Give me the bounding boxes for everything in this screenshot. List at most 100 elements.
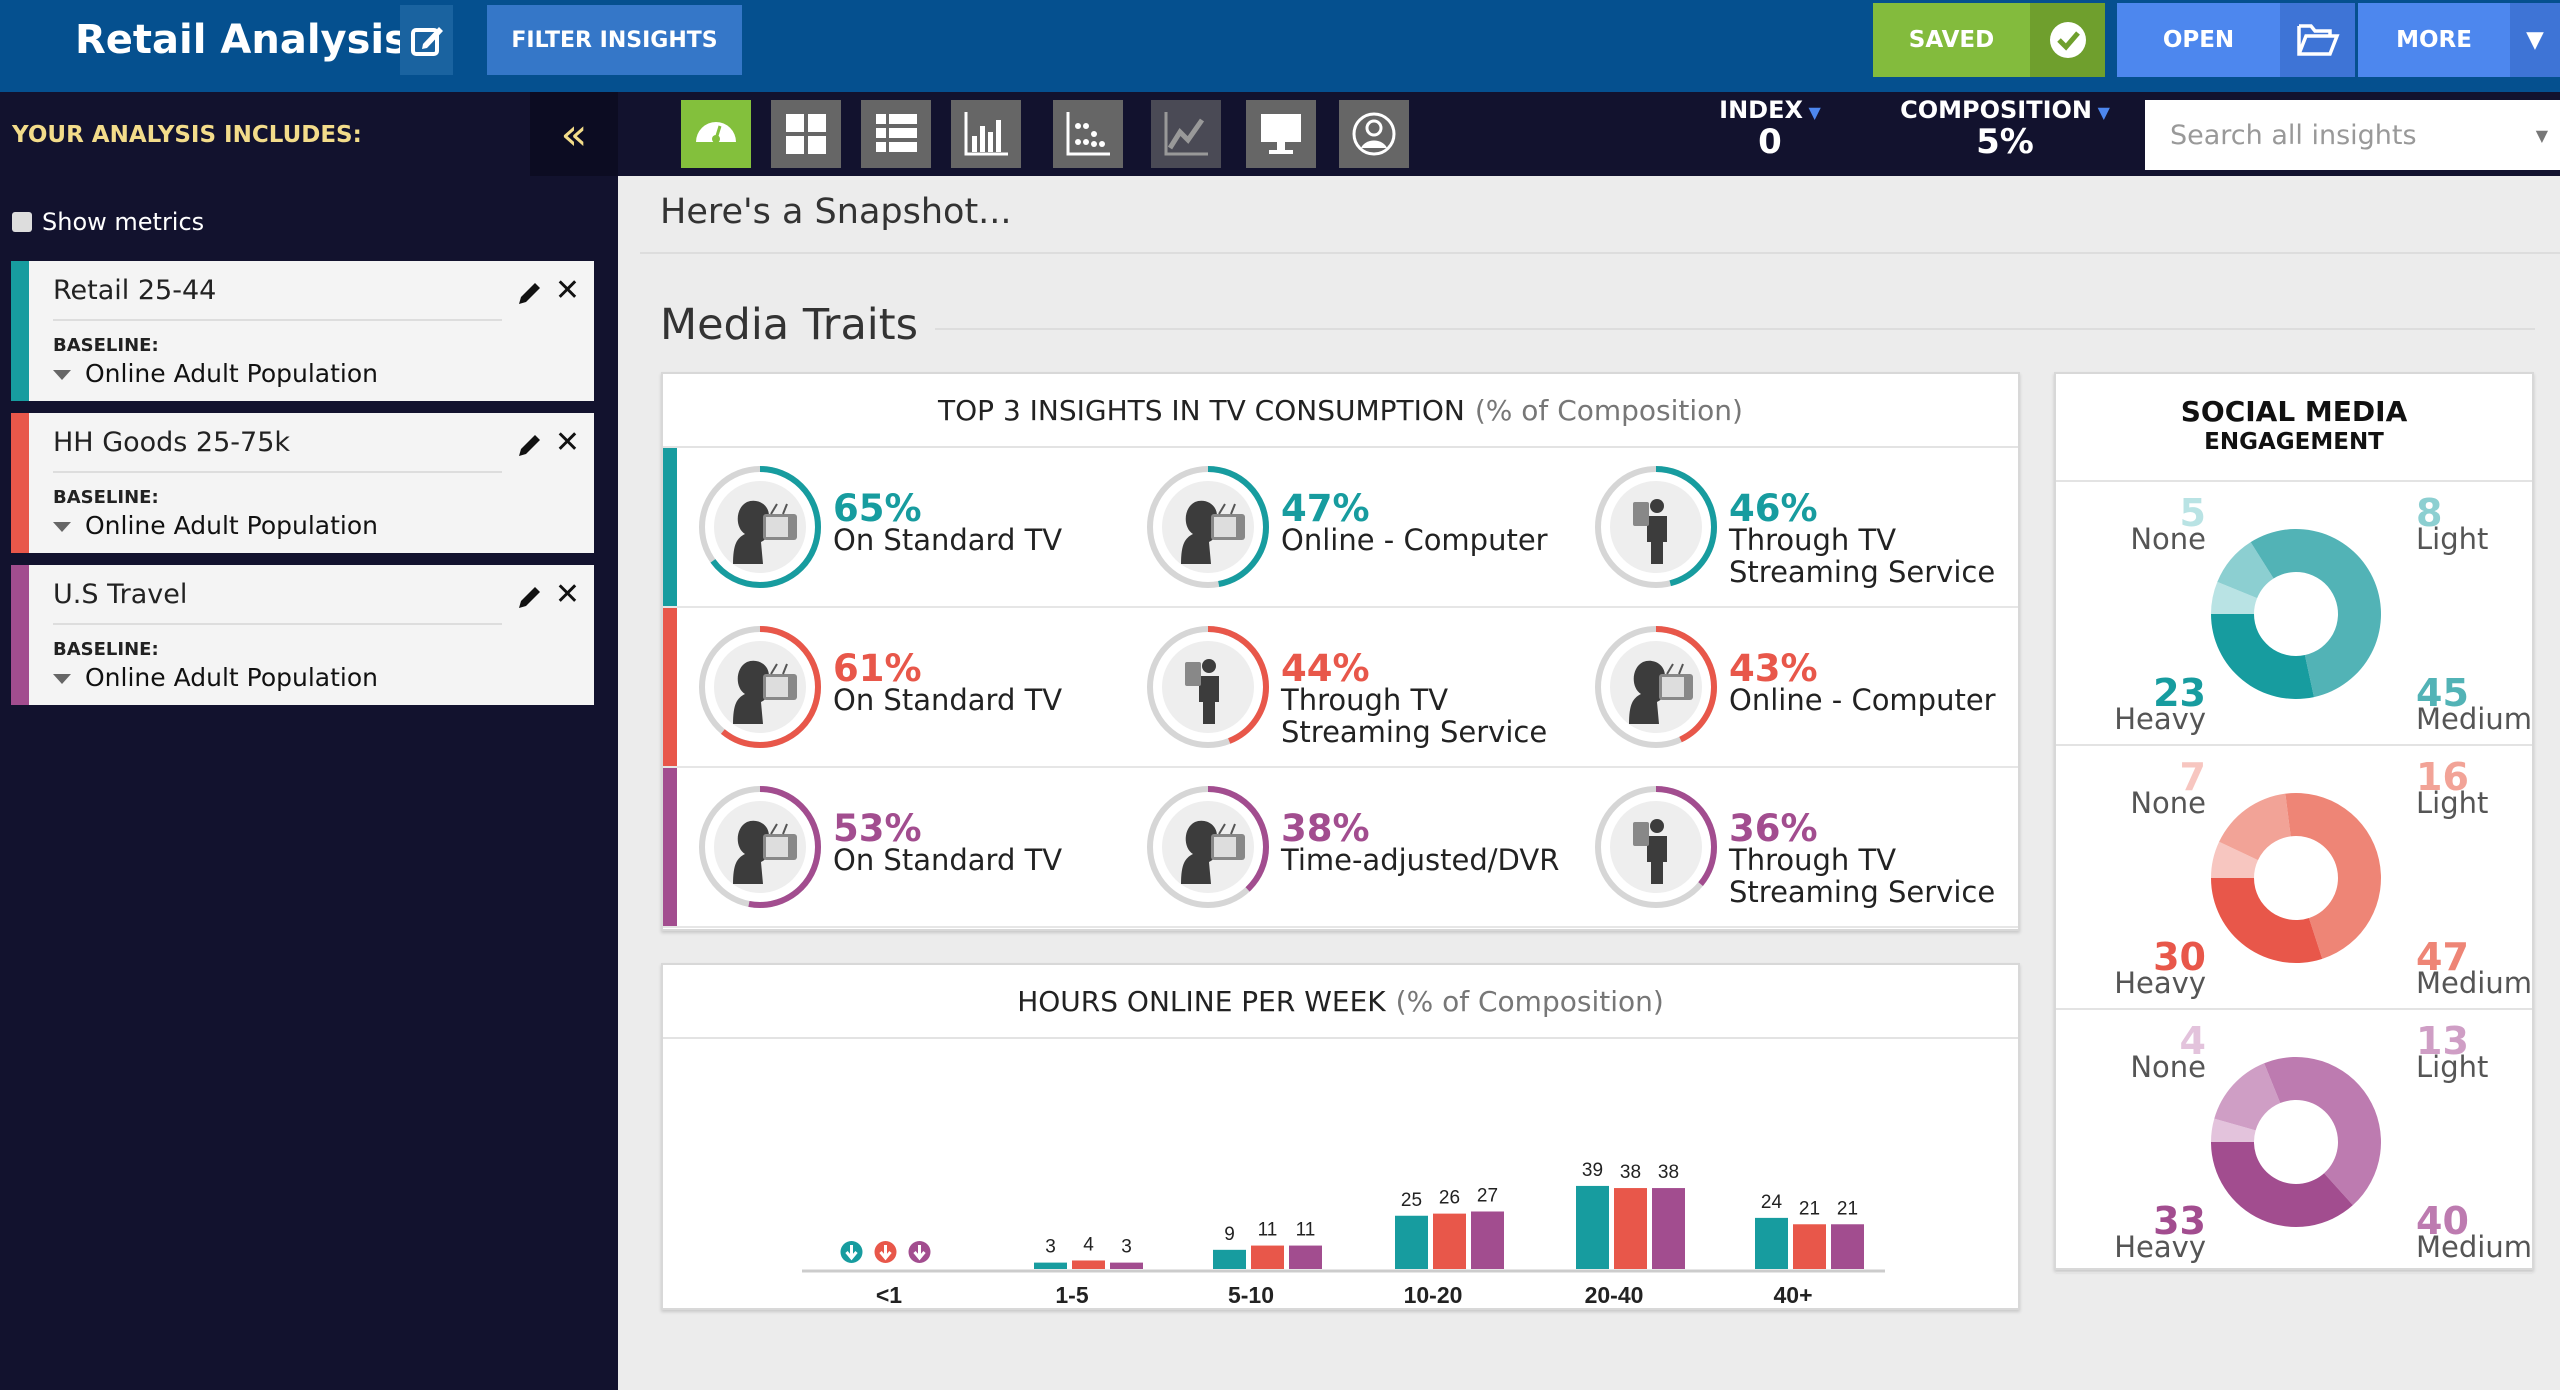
insight-item[interactable]: 38% Time-adjusted/DVR: [1143, 782, 1583, 912]
baseline-dropdown[interactable]: Online Adult Population: [53, 359, 378, 388]
view-scatter-button[interactable]: [1053, 100, 1123, 168]
bar-value-label: 39: [1582, 1160, 1603, 1181]
insight-percent: 65%: [833, 487, 922, 530]
bar-value-label: 11: [1296, 1220, 1316, 1241]
donut-slice-light: [2217, 542, 2274, 599]
bar: [1034, 1262, 1067, 1269]
snapshot-title: Here's a Snapshot...: [660, 192, 1012, 232]
view-trend-button[interactable]: [1151, 100, 1221, 168]
baseline-dropdown[interactable]: Online Adult Population: [53, 511, 378, 540]
below-threshold-marker: [908, 1241, 931, 1263]
x-tick-label: <1: [876, 1282, 902, 1308]
audience-card[interactable]: Retail 25-44 ✕ BASELINE: Online Adult Po…: [11, 261, 594, 401]
insight-percent: 53%: [833, 807, 922, 850]
pencil-icon[interactable]: [516, 431, 544, 459]
x-tick-label: 10-20: [1404, 1282, 1463, 1308]
index-metric[interactable]: INDEX ▼ 0: [1705, 96, 1835, 160]
engagement-label-none: None: [2130, 522, 2206, 556]
view-bar-chart-button[interactable]: [951, 100, 1021, 168]
x-tick-label: 5-10: [1228, 1282, 1274, 1308]
baseline-value: Online Adult Population: [85, 511, 379, 540]
search-insights-input[interactable]: Search all insights ▼: [2145, 100, 2560, 170]
progress-ring: [699, 466, 821, 588]
composition-metric[interactable]: COMPOSITION ▼ 5%: [1885, 96, 2125, 160]
engagement-value-heavy: 33: [2153, 1199, 2206, 1243]
insight-row: 61% On Standard TV 44% Through TV Stream…: [663, 608, 2018, 768]
view-dashboard-button[interactable]: [681, 100, 751, 168]
audience-card[interactable]: U.S Travel ✕ BASELINE: Online Adult Popu…: [11, 565, 594, 705]
insight-percent: 43%: [1729, 647, 1818, 690]
donut-slice-medium: [2285, 793, 2381, 959]
bar-value-label: 21: [1837, 1198, 1858, 1219]
show-metrics-checkbox[interactable]: Show metrics: [12, 208, 204, 236]
insight-item[interactable]: 43% Online - Computer: [1591, 622, 2031, 752]
progress-ring: [1595, 626, 1717, 748]
insight-label: On Standard TV: [833, 843, 1063, 877]
engagement-label-light: Light: [2416, 522, 2489, 556]
person-tv-icon: [699, 466, 821, 588]
insight-row: 65% On Standard TV 47% Online - Computer…: [663, 448, 2018, 608]
open-button[interactable]: OPEN: [2117, 3, 2355, 77]
bar: [1793, 1224, 1826, 1269]
tv-consumption-card: TOP 3 INSIGHTS IN TV CONSUMPTION (% of Co…: [661, 372, 2020, 931]
below-threshold-marker: [874, 1241, 897, 1263]
audience-card[interactable]: HH Goods 25-75k ✕ BASELINE: Online Adult…: [11, 413, 594, 553]
edit-title-button[interactable]: [400, 5, 453, 75]
insight-percent: 61%: [833, 647, 922, 690]
edit-icon: [410, 27, 443, 56]
view-list-button[interactable]: [861, 100, 931, 168]
person-device-icon: [1595, 786, 1717, 908]
bar: [1614, 1188, 1647, 1269]
insight-row: 53% On Standard TV 38% Time-adjusted/DVR…: [663, 768, 2018, 928]
caret-down-icon: [53, 674, 71, 684]
view-profile-button[interactable]: [1339, 100, 1409, 168]
engagement-label-medium: Medium: [2416, 1230, 2532, 1264]
bar: [1395, 1215, 1428, 1269]
filter-insights-button[interactable]: FILTER INSIGHTS: [487, 5, 742, 75]
search-placeholder: Search all insights: [2170, 119, 2417, 151]
card-header: TOP 3 INSIGHTS IN TV CONSUMPTION (% of Co…: [663, 374, 2018, 448]
insight-percent: 36%: [1729, 807, 1818, 850]
baseline-label: BASELINE:: [53, 639, 159, 660]
engagement-label-none: None: [2130, 1050, 2206, 1084]
bar-chart-icon: [964, 112, 1008, 156]
list-icon: [876, 114, 917, 152]
insight-percent: 38%: [1281, 807, 1370, 850]
pencil-icon[interactable]: [516, 279, 544, 307]
engagement-label-heavy: Heavy: [2114, 702, 2206, 736]
divider: [53, 471, 502, 473]
donut-slice-medium: [2264, 1057, 2381, 1206]
insight-item[interactable]: 46% Through TV Streaming Service: [1591, 462, 2031, 592]
baseline-value: Online Adult Population: [85, 663, 379, 692]
bar: [1471, 1211, 1504, 1269]
x-tick-label: 40+: [1773, 1282, 1812, 1308]
insight-item[interactable]: 44% Through TV Streaming Service: [1143, 622, 1583, 752]
caret-down-icon: [53, 370, 71, 380]
remove-audience-icon[interactable]: ✕: [554, 577, 580, 612]
insight-item[interactable]: 53% On Standard TV: [695, 782, 1135, 912]
bar: [1289, 1245, 1322, 1269]
baseline-dropdown[interactable]: Online Adult Population: [53, 663, 378, 692]
hours-online-card: HOURS ONLINE PER WEEK (% of Composition) …: [661, 963, 2020, 1310]
insight-item[interactable]: 65% On Standard TV: [695, 462, 1135, 592]
collapse-sidebar-button[interactable]: «: [530, 92, 618, 176]
tv-title: TOP 3 INSIGHTS IN TV CONSUMPTION: [938, 393, 1465, 427]
insight-item[interactable]: 36% Through TV Streaming Service: [1591, 782, 2031, 912]
view-grid-button[interactable]: [771, 100, 841, 168]
view-monitor-button[interactable]: [1246, 100, 1316, 168]
remove-audience-icon[interactable]: ✕: [554, 273, 580, 308]
insight-item[interactable]: 47% Online - Computer: [1143, 462, 1583, 592]
bar-value-label: 38: [1620, 1162, 1641, 1183]
donut-slice-heavy: [2211, 878, 2323, 963]
progress-ring: [699, 626, 821, 748]
engagement-label-medium: Medium: [2416, 702, 2532, 736]
audience-name: Retail 25-44: [53, 275, 217, 306]
pencil-icon[interactable]: [516, 583, 544, 611]
more-button[interactable]: MORE ▼: [2358, 3, 2560, 77]
remove-audience-icon[interactable]: ✕: [554, 425, 580, 460]
dashboard-icon: [696, 122, 736, 143]
insight-label: Through TV Streaming Service: [1729, 843, 1996, 909]
insight-item[interactable]: 61% On Standard TV: [695, 622, 1135, 752]
saved-button[interactable]: SAVED: [1873, 3, 2105, 77]
bar: [1576, 1185, 1609, 1269]
